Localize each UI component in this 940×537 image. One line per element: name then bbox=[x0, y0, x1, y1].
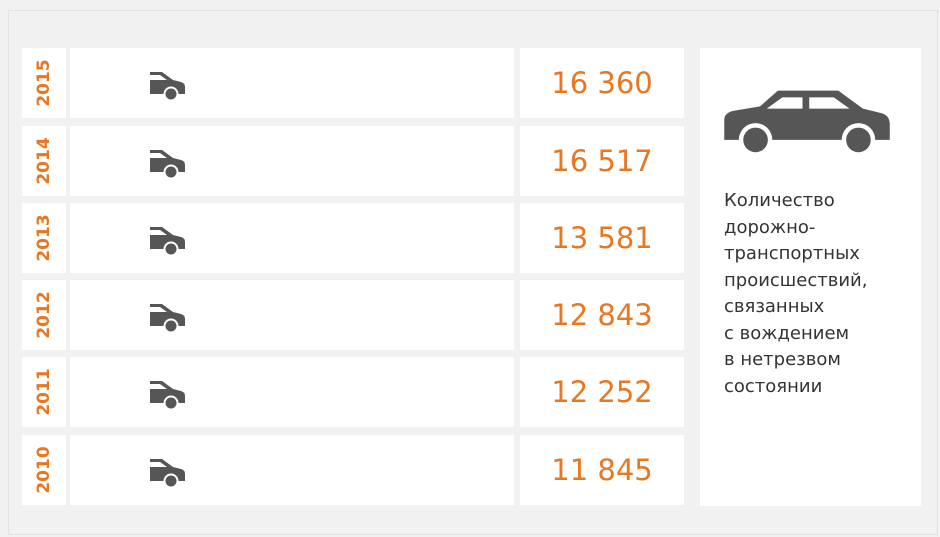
panel-line: транспортных bbox=[724, 243, 860, 264]
car-icon bbox=[204, 72, 278, 102]
car-icons bbox=[111, 459, 278, 489]
car-icons bbox=[111, 72, 454, 102]
frame bbox=[8, 10, 938, 535]
value-label: 16 360 bbox=[520, 48, 684, 118]
car-icons bbox=[111, 381, 334, 411]
car-icon bbox=[204, 459, 278, 489]
car-icon bbox=[204, 304, 278, 334]
value-label: 16 517 bbox=[520, 126, 684, 196]
car-icon bbox=[297, 381, 334, 411]
car-icons bbox=[111, 227, 431, 257]
icon-cell bbox=[70, 126, 514, 196]
year-cell: 2010 bbox=[22, 435, 66, 505]
panel-line: с вождением bbox=[724, 322, 850, 344]
icon-cell bbox=[70, 357, 514, 427]
value-label: 11 845 bbox=[520, 435, 684, 505]
info-panel: Количество дорожно-транспортных происшеств… bbox=[700, 48, 921, 506]
car-icon bbox=[111, 381, 185, 411]
big-car bbox=[724, 90, 890, 157]
year-label: 2012 bbox=[34, 291, 54, 339]
panel-line: происшествий, bbox=[724, 269, 868, 291]
car-icon bbox=[111, 72, 185, 102]
car-icon bbox=[390, 150, 464, 180]
year-cell: 2012 bbox=[22, 280, 66, 350]
car-icons bbox=[111, 150, 464, 180]
car-icon bbox=[297, 227, 371, 257]
car-icon bbox=[390, 72, 454, 102]
car-icon bbox=[204, 381, 278, 411]
year-label: 2013 bbox=[34, 214, 54, 262]
car-icon bbox=[204, 150, 278, 180]
value-label: 12 252 bbox=[520, 357, 684, 427]
car-icons bbox=[111, 304, 464, 334]
icon-cell bbox=[70, 435, 514, 505]
icon-cell bbox=[70, 203, 514, 273]
icon-cell bbox=[70, 280, 514, 350]
icon-cell bbox=[70, 48, 514, 118]
car-icon bbox=[111, 227, 185, 257]
panel-line: дорожно- bbox=[724, 216, 816, 238]
car-icon bbox=[111, 150, 185, 180]
car-icon bbox=[111, 304, 185, 334]
year-label: 2010 bbox=[34, 446, 54, 494]
panel-line: в нетрезвом bbox=[724, 349, 841, 370]
year-label: 2011 bbox=[34, 368, 54, 416]
panel-line: Количество bbox=[724, 190, 835, 211]
car-icon bbox=[111, 459, 185, 489]
car-icon bbox=[297, 304, 371, 334]
panel-line: состоянии bbox=[724, 375, 823, 397]
year-cell: 2011 bbox=[22, 357, 66, 427]
year-label: 2014 bbox=[34, 137, 54, 185]
year-cell: 2015 bbox=[22, 48, 66, 118]
year-cell: 2013 bbox=[22, 203, 66, 273]
value-label: 13 581 bbox=[520, 203, 684, 273]
panel-text: Количество дорожно-транспортных происшеств… bbox=[724, 188, 867, 400]
car-icon bbox=[390, 304, 464, 334]
year-label: 2015 bbox=[34, 59, 54, 107]
car-icon bbox=[297, 150, 371, 180]
car-icon bbox=[204, 227, 278, 257]
car-icon bbox=[297, 72, 371, 102]
value-label: 12 843 bbox=[520, 280, 684, 350]
car-icon bbox=[390, 227, 431, 257]
year-cell: 2014 bbox=[22, 126, 66, 196]
panel-line: связанных bbox=[724, 296, 825, 317]
